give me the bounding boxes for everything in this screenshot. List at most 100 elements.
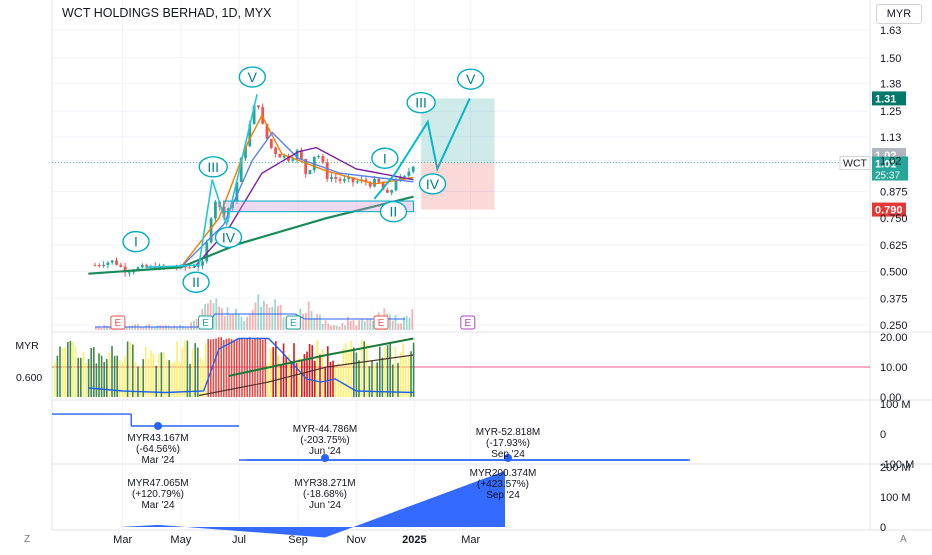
wave-label: III — [207, 159, 219, 175]
candle-body — [102, 265, 105, 267]
oscillator-bar — [56, 355, 59, 397]
oscillator-bar — [272, 347, 274, 397]
price-tick-label: 1.25 — [880, 106, 901, 118]
volume-bar — [260, 307, 262, 330]
wave-label-circle — [214, 226, 243, 249]
oscillator-bar — [217, 337, 220, 397]
candle-body — [244, 146, 247, 158]
volume-bar — [330, 325, 332, 330]
cashflow-tick-label: 100 M — [880, 399, 911, 411]
candle-body — [368, 182, 372, 187]
volume-bar — [405, 315, 408, 330]
oscillator-bar — [376, 362, 378, 397]
oscillator-bar — [137, 366, 139, 397]
corner-right-label[interactable]: A — [900, 534, 907, 545]
wave-label-circle — [456, 68, 485, 90]
time-tick-label: Jul — [232, 534, 246, 546]
oscillator-bar — [236, 338, 238, 397]
volume-bar — [187, 327, 190, 330]
volume-bar — [355, 325, 358, 330]
candle-body — [214, 201, 217, 219]
earnings-marker-box — [198, 315, 214, 330]
volume-bar — [153, 327, 156, 330]
candle-body — [136, 267, 140, 271]
revenue-tick-label: 100 M — [880, 492, 911, 504]
oscillator-bar — [298, 357, 300, 397]
revenue-tick-label: 200 M — [880, 462, 911, 474]
candle-body — [282, 155, 286, 158]
volume-bar — [162, 325, 164, 330]
oscillator-bar — [111, 345, 113, 397]
volume-bar — [372, 320, 374, 330]
oscillator-bar — [269, 348, 272, 397]
revenue-period: Mar '24 — [141, 500, 174, 511]
volume-bar — [394, 315, 397, 330]
volume-bar — [97, 325, 100, 330]
volume-bar — [282, 317, 285, 330]
oscillator-bar — [392, 364, 394, 397]
oscillator-bar — [197, 347, 199, 397]
candle-body — [196, 265, 200, 268]
oscillator-bar — [363, 341, 365, 397]
oscillator-bar — [295, 363, 298, 397]
candle-body — [403, 175, 406, 177]
oscillator-bar — [199, 357, 202, 397]
volume-bar — [397, 323, 400, 330]
oscillator-bar — [220, 337, 222, 397]
candle-body — [295, 150, 299, 160]
volume-bar — [327, 323, 330, 330]
cashflow-value: MYR-44.786M — [293, 424, 357, 435]
candle-body — [278, 154, 282, 158]
corner-left-label[interactable]: Z — [24, 534, 31, 545]
oscillator-bar — [228, 338, 230, 397]
wave-label: V — [248, 69, 258, 85]
volume-bar — [305, 312, 307, 330]
oscillator-bar — [327, 346, 329, 397]
oscillator-bar — [87, 358, 90, 397]
cashflow-value: MYR-52.818M — [476, 427, 540, 438]
candle-body — [192, 267, 196, 269]
candle-body — [317, 156, 320, 158]
oscillator-bar — [306, 351, 308, 397]
oscillator-bar — [147, 358, 150, 397]
oscillator-bar — [95, 363, 98, 397]
price-tick-label: 1.13 — [880, 132, 901, 144]
volume-bar — [274, 299, 276, 330]
oscillator-tick-label: 10.00 — [880, 362, 908, 374]
moving-average-line — [180, 131, 414, 268]
oscillator-bar — [275, 341, 277, 397]
left-currency-label[interactable]: MYR — [15, 340, 39, 352]
oscillator-bar — [316, 340, 319, 397]
oscillator-bar — [72, 341, 74, 397]
volume-bar — [358, 320, 360, 330]
oscillator-bar — [90, 347, 92, 397]
oscillator-green-line — [228, 337, 414, 377]
oscillator-bar — [410, 351, 412, 397]
volume-bar — [324, 320, 327, 330]
candle-body — [321, 156, 325, 163]
volume-bar — [165, 325, 167, 330]
oscillator-bar — [371, 360, 373, 397]
volume-bar — [307, 301, 310, 330]
candle-body — [93, 265, 97, 267]
volume-bar — [246, 316, 248, 330]
currency-button[interactable]: MYR — [876, 4, 922, 24]
oscillator-bar — [407, 355, 410, 397]
candle-body — [338, 178, 342, 181]
wave-label-circle — [379, 201, 408, 223]
candle-body — [407, 171, 411, 176]
oscillator-bar — [381, 357, 384, 397]
oscillator-bar — [64, 347, 66, 397]
candle-body — [265, 123, 269, 140]
last-price-badge — [872, 156, 908, 181]
oscillator-bar — [80, 357, 82, 397]
volume-bar — [271, 306, 274, 330]
volume-bar — [347, 317, 349, 330]
chart-grid — [51, 0, 932, 531]
oscillator-blue-line — [88, 337, 414, 394]
oscillator-bar — [353, 347, 355, 397]
oscillator-bar — [394, 346, 397, 397]
oscillator-bar — [108, 352, 111, 397]
price-tick-label: 1.63 — [880, 25, 901, 37]
wave-label: IV — [222, 229, 236, 245]
